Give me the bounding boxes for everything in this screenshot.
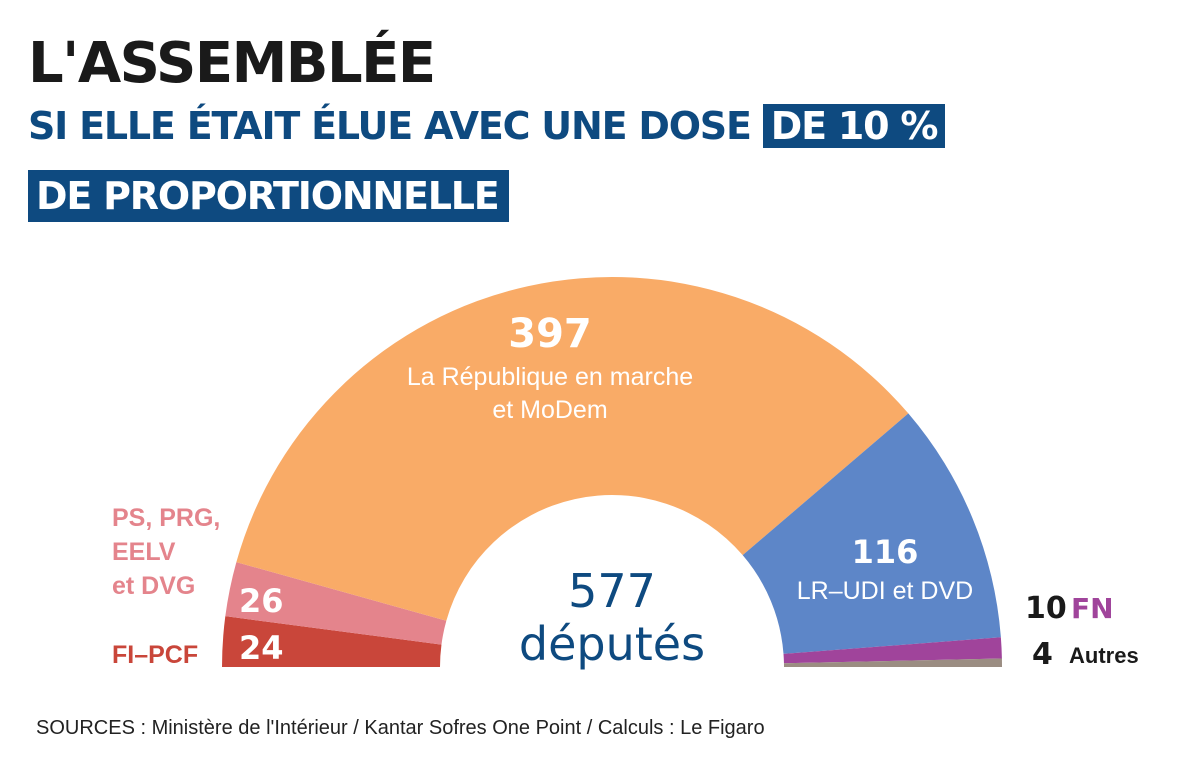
arc-ps (225, 562, 447, 645)
slice-label-ps-line3: et DVG (112, 572, 195, 600)
subtitle-highlight: DE 10 % (762, 104, 946, 148)
value-label-ps: 26 (239, 582, 284, 620)
slice-label-ps-line2: EELV (112, 538, 176, 566)
chart-title: L'ASSEMBLÉE (28, 31, 436, 96)
slice-label-lr: LR–UDI et DVD (797, 577, 973, 605)
source-note: SOURCES : Ministère de l'Intérieur / Kan… (36, 717, 765, 739)
value-label-fn: 10 (1025, 591, 1067, 626)
subtitle-text: SI ELLE ÉTAIT ÉLUE AVEC UNE DOSE (28, 104, 763, 148)
slice-label-fi: FI–PCF (112, 641, 198, 669)
value-label-lrem: 397 (508, 311, 592, 357)
center-value: 577 (568, 564, 656, 618)
value-label-autres: 4 (1032, 637, 1053, 672)
slice-label-fn: FN (1071, 592, 1114, 625)
chart-arcs (222, 277, 1002, 667)
arc-fn (783, 637, 1002, 664)
slice-label-lrem-line1: La République en marche (407, 363, 693, 391)
slice-label-autres: Autres (1069, 643, 1139, 668)
chart-labels: 397 La République en marche et MoDem 116… (112, 311, 1139, 672)
chart-subtitle-line1: SI ELLE ÉTAIT ÉLUE AVEC UNE DOSE DE 10 % (28, 100, 946, 152)
arc-fi (222, 616, 442, 667)
slice-label-ps-line1: PS, PRG, (112, 504, 220, 532)
center-label: députés (519, 617, 705, 671)
slice-label-lrem-line2: et MoDem (492, 396, 607, 424)
arc-autres (783, 658, 1002, 667)
arc-lr (742, 413, 1001, 654)
value-label-lr: 116 (852, 533, 919, 571)
arc-lrem (236, 277, 909, 621)
chart-subtitle-line2: DE PROPORTIONNELLE (28, 170, 509, 222)
value-label-fi: 24 (239, 629, 284, 667)
